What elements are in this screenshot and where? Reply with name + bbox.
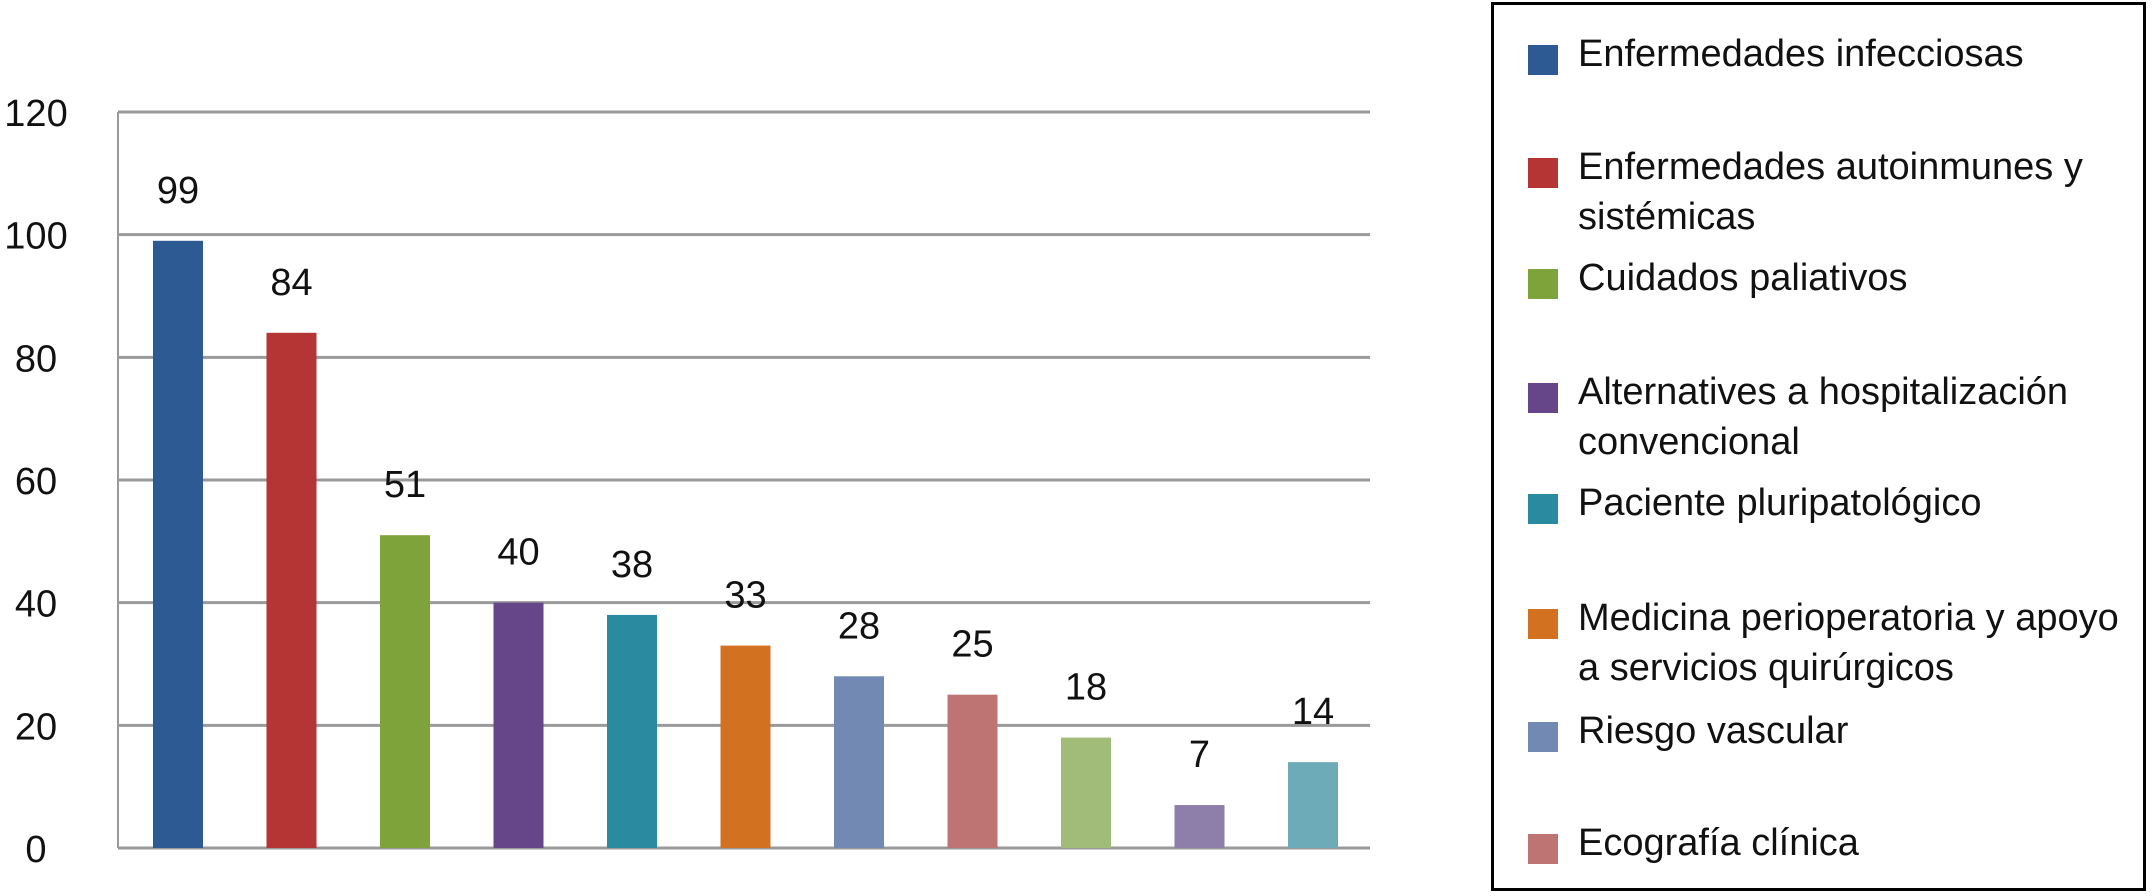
data-label: 51 [384, 464, 426, 506]
data-label: 7 [1189, 734, 1210, 776]
data-label: 33 [724, 575, 766, 617]
y-tick-label: 120 [4, 93, 67, 135]
bar [607, 614, 657, 848]
bar-chart: 0 20 40 60 80 100 120 99 84 51 40 38 33 28 25 18 7 14 [4, 93, 1370, 871]
legend-swatch [1528, 383, 1558, 413]
legend-label: Paciente pluripatológico [1578, 482, 1982, 524]
data-label: 38 [611, 544, 653, 586]
legend-swatch [1528, 45, 1558, 75]
legend-swatch [1528, 269, 1558, 299]
bar [153, 240, 203, 849]
y-tick-label: 60 [15, 461, 57, 503]
legend-label: Alternatives a hospitalización convencio… [1578, 371, 2069, 463]
legend-label: Ecografía clínica [1578, 822, 1859, 864]
bar [947, 694, 998, 848]
bar [493, 602, 544, 848]
bar [720, 645, 771, 848]
bar [1174, 805, 1225, 848]
legend-label: Riesgo vascular [1578, 710, 1849, 752]
bar [834, 676, 884, 848]
data-label: 84 [270, 262, 312, 304]
data-labels: 99 84 51 40 38 33 28 25 18 7 14 [157, 170, 1334, 776]
data-label: 40 [497, 532, 539, 574]
legend-label: Cuidados paliativos [1578, 257, 1908, 299]
data-label: 14 [1292, 691, 1334, 733]
legend-label: Enfermedades autoinmunes y sistémicas [1578, 146, 2083, 238]
legend-swatch [1528, 158, 1558, 188]
y-tick-label: 80 [15, 338, 57, 380]
legend-swatch [1528, 494, 1558, 524]
data-label: 18 [1065, 667, 1107, 709]
legend-label: Medicina perioperatoria y apoyo a servic… [1578, 597, 2119, 689]
data-label: 28 [838, 605, 880, 647]
legend-swatch [1528, 609, 1558, 639]
chart-legend: Enfermedades infecciosas Enfermedades au… [1491, 2, 2146, 891]
y-tick-label: 20 [15, 706, 57, 748]
y-tick-label: 100 [4, 216, 67, 258]
bar [266, 332, 317, 848]
data-label: 99 [157, 170, 199, 212]
legend-swatch [1528, 834, 1558, 864]
data-label: 25 [951, 624, 993, 666]
gridlines [117, 110, 1370, 850]
bar [1061, 737, 1111, 848]
legend-label: Enfermedades infecciosas [1578, 33, 2024, 75]
bar [380, 535, 430, 848]
y-tick-label: 40 [15, 584, 57, 626]
y-tick-label: 0 [25, 829, 46, 871]
bar [1288, 762, 1338, 848]
bars [153, 240, 1338, 849]
legend-swatch [1528, 722, 1558, 752]
y-axis-ticks: 0 20 40 60 80 100 120 [4, 93, 67, 871]
